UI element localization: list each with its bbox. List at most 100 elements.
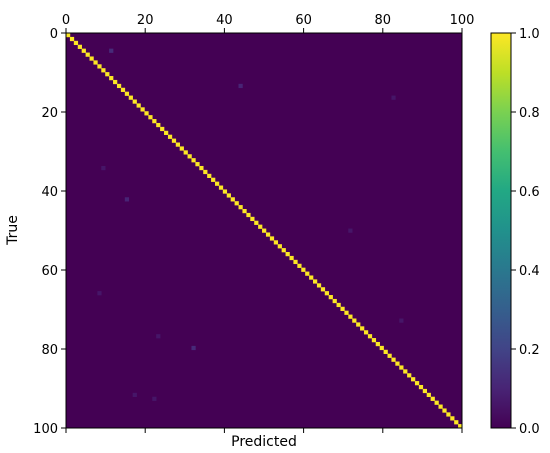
x-tick-label: 80 — [375, 13, 392, 28]
heatmap-diagonal-cell — [101, 68, 106, 73]
heatmap-diagonal-cell — [442, 408, 447, 413]
heatmap-cell — [101, 165, 106, 171]
heatmap-diagonal-cell — [246, 212, 251, 218]
heatmap-cell — [97, 291, 102, 296]
heatmap-diagonal-cell — [301, 267, 306, 272]
heatmap-cell — [191, 345, 196, 351]
y-axis-ticks: 0 20 40 60 80 100 — [33, 27, 66, 437]
heatmap-cell — [238, 83, 243, 89]
heatmap-diagonal-cell — [316, 283, 322, 288]
heatmap-diagonal-cell — [418, 384, 424, 390]
heatmap-diagonal-cell — [144, 111, 149, 116]
heatmap-diagonal-cell — [320, 287, 326, 292]
heatmap-diagonal-cell — [175, 142, 181, 147]
heatmap-diagonal-cell — [77, 44, 82, 49]
heatmap-diagonal-cell — [73, 40, 79, 46]
heatmap-diagonal-cell — [450, 416, 455, 421]
heatmap-diagonal-cell — [222, 189, 228, 194]
heatmap-diagonal-cell — [258, 224, 263, 229]
heatmap-diagonal-cell — [132, 99, 137, 104]
colorbar-tick-label: 0.0 — [519, 422, 540, 437]
heatmap-diagonal-cell — [105, 72, 110, 77]
y-axis-label: True — [5, 215, 21, 246]
x-tick-label: 0 — [62, 13, 70, 28]
heatmap-diagonal-cell — [277, 244, 282, 249]
heatmap-diagonal-cell — [360, 326, 365, 331]
heatmap-cell — [399, 318, 404, 323]
heatmap-diagonal-cell — [191, 158, 196, 163]
heatmap-diagonal-cell — [152, 119, 157, 124]
heatmap-cell — [132, 392, 137, 398]
heatmap-diagonal-cell — [226, 193, 231, 198]
heatmap-diagonal-cell — [363, 330, 369, 335]
heatmap-diagonal-cell — [167, 134, 173, 139]
heatmap-diagonal-cell — [234, 201, 239, 206]
heatmap-cell — [152, 396, 157, 401]
heatmap-diagonal-cell — [348, 314, 353, 319]
x-axis-label: Predicted — [231, 434, 297, 450]
heatmap-diagonal-cell — [411, 377, 416, 382]
heatmap-diagonal-cell — [395, 361, 400, 366]
heatmap-diagonal-cell — [109, 76, 114, 81]
heatmap-diagonal-cell — [183, 150, 188, 155]
heatmap-diagonal-cell — [160, 126, 165, 132]
heatmap-cells — [66, 33, 463, 429]
colorbar-tick-label: 0.8 — [519, 106, 540, 121]
heatmap-diagonal-cell — [438, 404, 443, 409]
heatmap-diagonal-cell — [285, 252, 290, 257]
heatmap-diagonal-cell — [356, 322, 361, 327]
heatmap-diagonal-cell — [426, 392, 431, 398]
y-tick-label: 60 — [41, 264, 58, 279]
heatmap-diagonal-cell — [113, 79, 118, 85]
heatmap-diagonal-cell — [97, 64, 102, 69]
heatmap-diagonal-cell — [430, 396, 435, 401]
heatmap-diagonal-cell — [387, 353, 392, 358]
heatmap-diagonal-cell — [156, 122, 161, 128]
x-axis-ticks: 0 20 40 60 80 100 — [62, 13, 474, 433]
heatmap-diagonal-cell — [85, 52, 90, 57]
heatmap-diagonal-cell — [124, 91, 130, 96]
heatmap-cell — [109, 48, 114, 53]
heatmap-diagonal-cell — [120, 87, 126, 92]
heatmap-diagonal-cell — [116, 83, 122, 89]
heatmap-diagonal-cell — [93, 60, 98, 65]
heatmap-cell — [124, 197, 130, 202]
heatmap-diagonal-cell — [422, 388, 428, 394]
heatmap-diagonal-cell — [199, 165, 204, 171]
heatmap-diagonal-cell — [195, 162, 200, 167]
heatmap-diagonal-cell — [179, 146, 184, 151]
heatmap-diagonal-cell — [399, 365, 404, 370]
heatmap-diagonal-cell — [148, 115, 153, 120]
heatmap-diagonal-cell — [128, 95, 133, 100]
heatmap-plot — [65, 32, 463, 429]
heatmap-diagonal-cell — [250, 216, 255, 222]
heatmap-diagonal-cell — [446, 412, 451, 417]
heatmap-diagonal-cell — [344, 310, 349, 315]
heatmap-diagonal-cell — [371, 338, 377, 343]
heatmap-diagonal-cell — [414, 381, 420, 386]
heatmap-diagonal-cell — [309, 275, 314, 280]
heatmap-diagonal-cell — [367, 334, 373, 339]
heatmap-frame — [65, 32, 463, 429]
heatmap-cell — [348, 228, 353, 233]
heatmap-diagonal-cell — [66, 33, 71, 38]
heatmap-diagonal-cell — [262, 228, 267, 233]
heatmap-diagonal-cell — [293, 259, 298, 265]
heatmap-diagonal-cell — [313, 279, 318, 284]
heatmap-diagonal-cell — [379, 345, 384, 351]
heatmap-diagonal-cell — [238, 205, 243, 210]
x-tick-label: 60 — [295, 13, 312, 28]
heatmap-diagonal-cell — [458, 424, 463, 429]
heatmap-diagonal-cell — [218, 185, 224, 190]
heatmap-diagonal-cell — [324, 291, 329, 296]
heatmap-diagonal-cell — [171, 138, 177, 143]
y-tick-label: 0 — [50, 27, 58, 42]
heatmap-diagonal-cell — [242, 208, 247, 214]
heatmap-diagonal-cell — [69, 36, 75, 42]
heatmap-diagonal-cell — [214, 181, 220, 186]
heatmap-diagonal-cell — [328, 295, 333, 300]
x-tick-label: 20 — [137, 13, 154, 28]
heatmap-diagonal-cell — [434, 400, 439, 405]
heatmap-diagonal-cell — [187, 154, 192, 159]
